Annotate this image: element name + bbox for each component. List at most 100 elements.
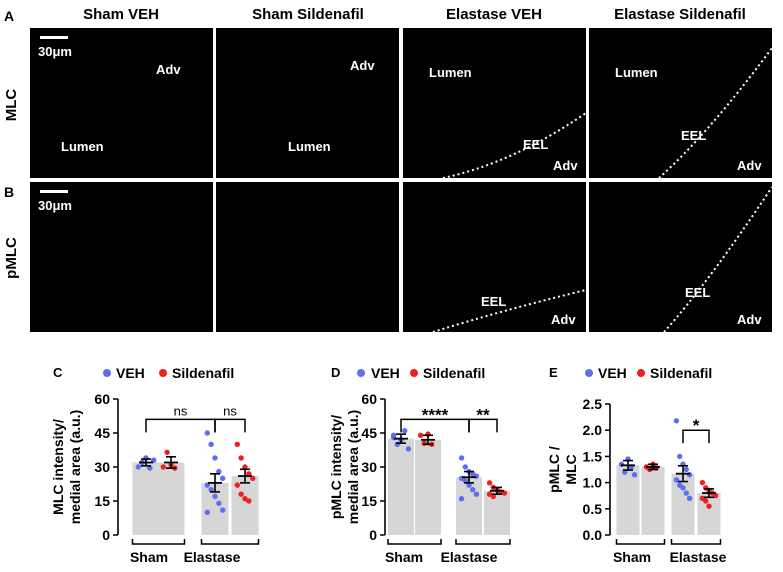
data-point xyxy=(250,475,256,482)
legend-sildenafil-label: Sildenafil xyxy=(650,365,712,381)
bar-sham-veh xyxy=(132,462,160,535)
panel-letter-e: E xyxy=(549,365,558,380)
panel-letter-d: D xyxy=(331,365,340,380)
group-label-sham: Sham xyxy=(385,549,423,565)
quantification-charts: C VEH Sildenafil 0 15 30 45 60 MLC intensity/med… xyxy=(50,365,727,565)
significance-label: ns xyxy=(223,403,237,418)
significance-bracket xyxy=(145,418,216,433)
eel-dotted-line xyxy=(663,186,772,332)
data-point xyxy=(246,498,252,504)
bar-elastase-veh xyxy=(671,473,695,535)
significance-bracket xyxy=(214,418,246,433)
data-point xyxy=(405,446,412,452)
chart-panel-c: C VEH Sildenafil 0 15 30 45 60 MLC intensity/med… xyxy=(50,365,260,565)
group-label-elastase: Elastase xyxy=(670,549,727,565)
adventitia-label: Adv xyxy=(350,58,375,73)
legend-sildenafil-marker xyxy=(410,369,418,377)
significance-bracket xyxy=(468,418,498,433)
data-point xyxy=(212,493,218,500)
eel-label: EEL xyxy=(681,128,706,143)
bar-elastase-sildenafil xyxy=(484,490,510,535)
micrograph-mlc-elastase-veh: Lumen EEL Adv xyxy=(403,28,586,178)
data-point xyxy=(151,457,157,463)
data-point xyxy=(677,453,683,460)
data-point xyxy=(160,464,166,470)
data-point xyxy=(216,468,222,475)
group-label-sham: Sham xyxy=(130,549,168,565)
y-tick-label: 60 xyxy=(94,391,110,407)
adventitia-label: Adv xyxy=(737,312,762,327)
data-point xyxy=(216,500,222,506)
legend-veh-label: VEH xyxy=(371,365,400,381)
significance-label: * xyxy=(693,416,700,435)
lumen-label: Lumen xyxy=(615,65,658,80)
data-point xyxy=(683,490,689,496)
group-bracket xyxy=(131,539,186,545)
data-point xyxy=(490,493,496,500)
y-tick-label: 0 xyxy=(369,527,377,543)
y-axis-label: pMLC intensity/medial area (a.u.) xyxy=(328,410,361,524)
eel-dotted-line xyxy=(442,112,586,178)
legend-sildenafil-marker xyxy=(159,369,167,377)
data-point xyxy=(458,496,465,502)
lumen-label: Lumen xyxy=(429,65,472,80)
y-tick-label: 45 xyxy=(94,425,110,441)
data-point xyxy=(212,455,218,461)
micrograph-mlc-elastase-sildenafil: Lumen EEL Adv xyxy=(589,28,772,178)
data-point xyxy=(673,418,680,424)
legend-veh-marker xyxy=(103,369,111,377)
significance-label: ** xyxy=(476,405,490,424)
row-label-mlc: MLC xyxy=(3,89,20,122)
y-tick-label: 15 xyxy=(94,493,110,509)
scale-bar-label: 30μm xyxy=(38,44,72,59)
data-point xyxy=(699,479,706,486)
legend-veh-marker xyxy=(585,369,593,377)
eel-label: EEL xyxy=(685,285,710,300)
data-point xyxy=(673,477,680,483)
y-tick-label: 2.5 xyxy=(583,396,603,412)
y-tick-label: 0.0 xyxy=(583,527,603,543)
y-tick-label: 0.5 xyxy=(583,501,603,517)
data-point xyxy=(473,491,480,497)
data-point xyxy=(164,449,170,455)
data-point xyxy=(234,441,240,448)
data-point xyxy=(458,455,465,461)
legend-veh-label: VEH xyxy=(116,365,145,381)
data-point xyxy=(204,430,210,436)
y-axis-label: pMLC /MLC xyxy=(546,446,579,493)
micrograph-pmlc-elastase-sildenafil: EEL Adv xyxy=(589,182,772,332)
column-title-sham-veh: Sham VEH xyxy=(83,6,159,23)
eel-label: EEL xyxy=(481,294,506,309)
data-point xyxy=(204,482,210,488)
y-tick-label: 60 xyxy=(361,391,377,407)
y-tick-label: 30 xyxy=(361,459,377,475)
group-bracket xyxy=(670,539,722,545)
data-point xyxy=(686,495,693,502)
y-axis-label: MLC intensity/medial area (a.u.) xyxy=(50,410,83,524)
eel-dotted-line xyxy=(658,47,772,178)
significance-label: ns xyxy=(174,403,188,418)
bar-sham-sildenafil xyxy=(157,462,185,535)
data-point xyxy=(417,432,424,438)
adventitia-label: Adv xyxy=(551,312,576,327)
scale-bar-label: 30μm xyxy=(38,198,72,213)
micrograph-pmlc-sham-sildenafil xyxy=(216,182,399,332)
micrograph-mlc-sham-veh: Lumen Adv 30μm xyxy=(30,28,213,178)
eel-label: EEL xyxy=(523,137,548,152)
bar-sham-sildenafil xyxy=(415,439,441,535)
data-point xyxy=(703,498,709,504)
y-tick-label: 30 xyxy=(94,459,110,475)
lumen-label: Lumen xyxy=(288,139,331,154)
data-point xyxy=(238,491,244,497)
bar-sham-veh xyxy=(616,465,640,535)
group-label-sham: Sham xyxy=(613,549,651,565)
micrograph-mlc-sham-sildenafil: Lumen Adv xyxy=(216,28,399,178)
eel-dotted-line xyxy=(432,289,586,332)
data-point xyxy=(147,465,153,471)
group-label-elastase: Elastase xyxy=(441,549,498,565)
y-tick-label: 2.0 xyxy=(583,422,603,438)
y-tick-label: 1.0 xyxy=(583,475,603,491)
data-point xyxy=(208,441,214,448)
